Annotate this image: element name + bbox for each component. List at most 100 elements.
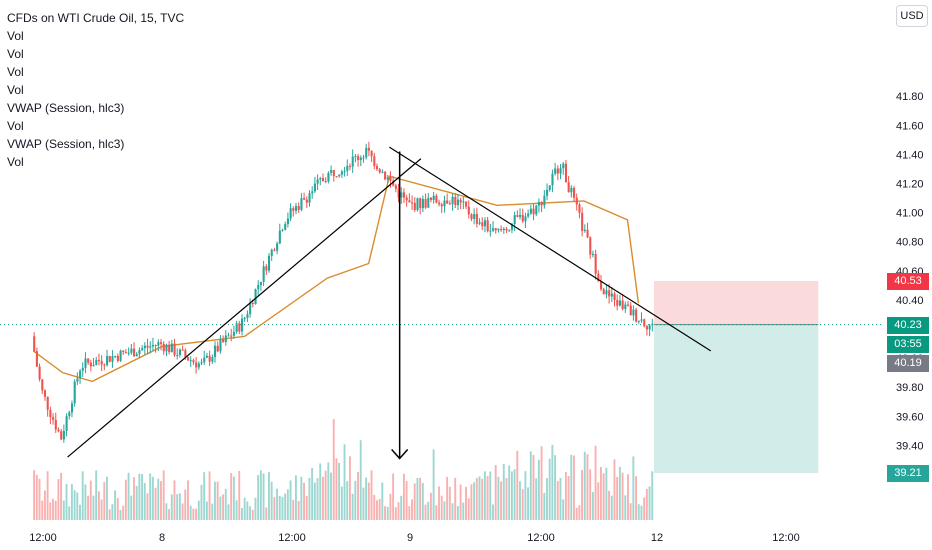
volume-bar	[111, 504, 114, 520]
legend-title[interactable]: CFDs on WTI Crude Oil, 15, TVC	[7, 11, 185, 25]
candle-body	[267, 255, 271, 271]
candle-body	[605, 290, 608, 295]
volume-bar	[481, 478, 484, 520]
trendline-down[interactable]	[389, 146, 712, 352]
candle-body	[424, 198, 427, 208]
volume-bar	[651, 471, 654, 520]
candle-body	[440, 204, 443, 207]
volume-bar	[402, 473, 405, 520]
volume-bar	[459, 484, 462, 520]
volume-bar	[608, 490, 611, 520]
candle-body	[497, 228, 500, 231]
volume-bar	[65, 483, 68, 520]
candle-body	[292, 208, 295, 211]
volume-bar	[187, 480, 189, 520]
volume-bar	[408, 506, 411, 520]
volume-bar	[548, 458, 551, 520]
volume-bar	[141, 474, 144, 520]
candle-body	[111, 356, 114, 362]
volume-bar	[448, 486, 451, 520]
candle-body	[346, 165, 349, 172]
candle-body	[454, 196, 457, 206]
volume-bar	[276, 488, 278, 520]
legend-item[interactable]: Vol	[7, 65, 24, 79]
volume-bar	[265, 507, 268, 520]
candle-body	[546, 189, 549, 196]
volume-bar	[581, 469, 584, 520]
legend-item[interactable]: Vol	[7, 47, 24, 61]
candle-body	[181, 349, 184, 351]
volume-bar	[354, 480, 357, 520]
candle-body	[502, 228, 505, 230]
candle-body	[68, 412, 71, 417]
volume-bar	[537, 459, 540, 520]
volume-bar	[324, 470, 327, 520]
candle-body	[367, 147, 370, 151]
volume-bar	[602, 473, 605, 520]
candle-body	[551, 173, 554, 186]
legend-item[interactable]: Vol	[7, 83, 24, 97]
stop-loss-zone[interactable]	[654, 280, 819, 325]
candle-body	[270, 249, 273, 256]
volume-bar	[494, 465, 497, 520]
volume-bar	[343, 444, 346, 520]
candle-body	[616, 300, 619, 306]
candle-body	[543, 195, 546, 206]
candle-body	[624, 304, 627, 310]
candle-body	[416, 198, 419, 211]
trendline-up[interactable]	[67, 158, 422, 458]
candle-body	[76, 378, 79, 382]
candle-body	[483, 220, 487, 227]
volume-bar	[38, 478, 41, 520]
candle-body	[578, 204, 581, 213]
volume-bar	[351, 493, 354, 520]
currency-button[interactable]: USD	[896, 5, 928, 27]
volume-bar	[184, 489, 187, 520]
candle-body	[602, 289, 605, 295]
candle-body	[386, 177, 389, 180]
volume-bar	[378, 498, 381, 520]
legend-item[interactable]: Vol	[7, 155, 24, 169]
legend-item[interactable]: VWAP (Session, hlc3)	[7, 101, 125, 115]
volume-histogram	[33, 419, 654, 520]
volume-bar	[89, 480, 92, 520]
candle-body	[73, 381, 76, 404]
volume-bar	[629, 503, 632, 520]
candle-body	[581, 212, 584, 231]
volume-bar	[411, 499, 413, 520]
volume-bar	[621, 472, 624, 520]
volume-bar	[575, 507, 578, 520]
legend-item[interactable]: VWAP (Session, hlc3)	[7, 137, 125, 151]
candle-body	[187, 356, 190, 361]
candle-body	[510, 224, 514, 230]
candle-body	[635, 309, 638, 322]
candle-body	[589, 237, 592, 255]
volume-bar	[483, 471, 486, 520]
candle-body	[357, 156, 360, 161]
candle-body	[408, 200, 411, 203]
candle-body	[338, 174, 341, 177]
volume-bar	[632, 456, 635, 520]
volume-bar	[133, 477, 135, 520]
volume-bar	[637, 504, 640, 520]
candle-body	[573, 187, 576, 198]
volume-bar	[589, 469, 592, 520]
candle-body	[559, 168, 562, 174]
legend-item[interactable]: Vol	[7, 29, 24, 43]
volume-bar	[400, 495, 403, 520]
candle-body	[465, 201, 468, 207]
vwap-line[interactable]	[32, 175, 640, 383]
take-profit-zone[interactable]	[654, 324, 819, 474]
volume-bar	[316, 478, 319, 520]
candle-body	[243, 317, 246, 319]
candle-body	[130, 348, 133, 353]
legend-item[interactable]: Vol	[7, 119, 24, 133]
volume-bar	[513, 469, 516, 520]
volume-bar	[510, 471, 513, 520]
volume-bar	[473, 482, 476, 520]
candle-body	[197, 363, 200, 368]
candle-body	[154, 344, 157, 346]
volume-bar	[95, 470, 98, 520]
candle-body	[529, 208, 532, 214]
